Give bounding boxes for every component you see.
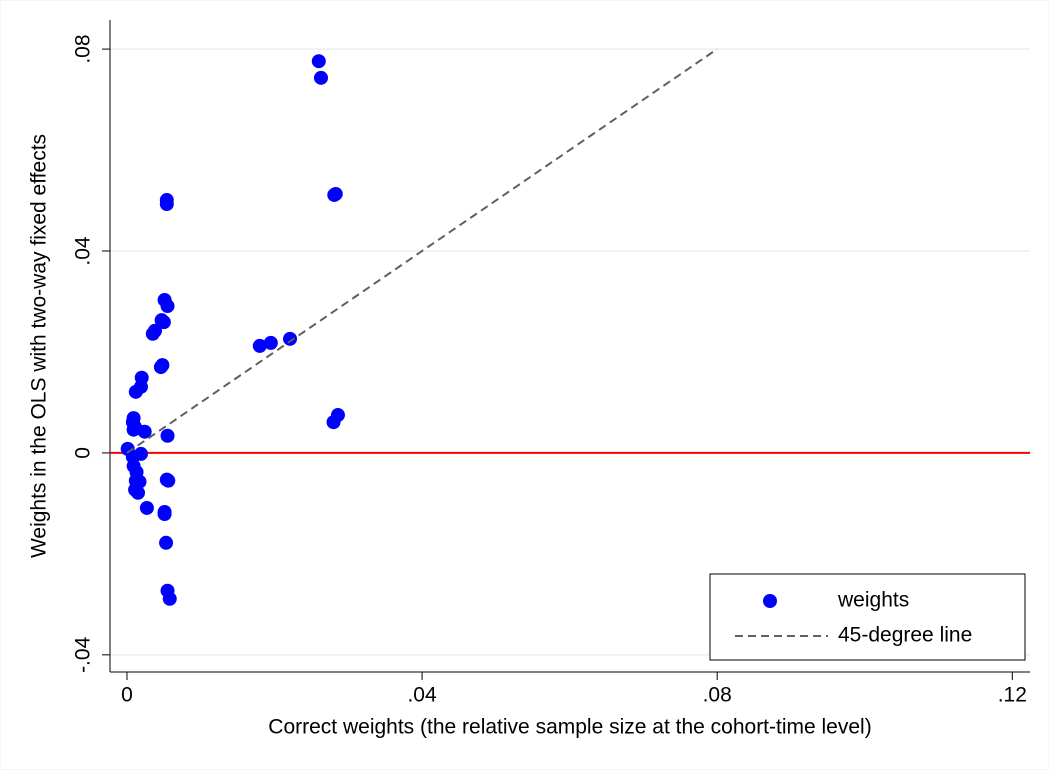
point	[311, 54, 326, 69]
point	[161, 473, 176, 488]
point	[157, 507, 172, 521]
point	[156, 315, 171, 330]
point	[133, 446, 148, 461]
y-tick-label: 0	[72, 447, 95, 459]
point	[128, 384, 143, 399]
x-tick-label: 0	[121, 684, 133, 707]
point	[252, 338, 267, 353]
point	[326, 415, 341, 430]
point	[159, 535, 174, 550]
x-tick-label: .08	[703, 684, 732, 707]
point	[162, 591, 177, 606]
point	[160, 299, 175, 314]
point	[263, 335, 278, 350]
point	[137, 424, 152, 439]
point	[153, 360, 168, 375]
point	[126, 422, 141, 437]
legend-marker	[763, 594, 777, 608]
y-tick-label: .08	[72, 34, 95, 63]
legend-label: 45-degree line	[838, 624, 972, 647]
point	[159, 197, 174, 212]
point	[131, 485, 146, 500]
legend-box	[709, 573, 1026, 661]
point	[283, 331, 298, 346]
point	[145, 326, 160, 341]
y-axis-title: Weights in the OLS with two-way fixed ef…	[28, 134, 51, 558]
x-tick-label: .04	[407, 684, 437, 707]
point	[314, 70, 329, 85]
x-tick-label: .12	[998, 684, 1027, 707]
legend-label: weights	[837, 589, 909, 612]
point	[160, 428, 175, 443]
point	[327, 187, 342, 202]
y-tick-label: -.04	[72, 636, 95, 673]
x-axis-title: Correct weights (the relative sample siz…	[268, 716, 871, 739]
line	[126, 48, 718, 454]
y-tick-label: .04	[72, 236, 95, 266]
point	[139, 500, 154, 515]
